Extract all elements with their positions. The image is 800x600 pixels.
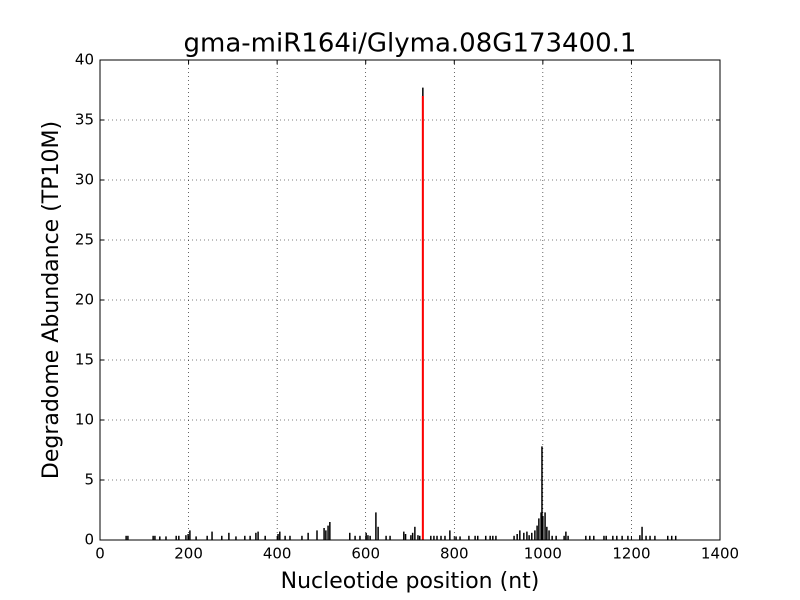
plot-frame: [99, 59, 721, 541]
x-tick-label: 200: [174, 545, 203, 563]
x-tick-label: 1000: [524, 545, 562, 563]
x-tick-label: 600: [351, 545, 380, 563]
y-tick-label: 40: [75, 51, 94, 69]
x-axis-label: Nucleotide position (nt): [281, 569, 540, 594]
x-tick-label: 1200: [612, 545, 650, 563]
x-tick-label: 1400: [701, 545, 739, 563]
y-tick-label: 15: [75, 351, 94, 369]
x-tick-label: 400: [263, 545, 292, 563]
y-tick-label: 35: [75, 111, 94, 129]
x-tick-label: 800: [440, 545, 469, 563]
y-tick-label: 10: [75, 411, 94, 429]
y-tick-label: 25: [75, 231, 94, 249]
y-axis-label: Degradome Abundance (TP10M): [39, 121, 64, 479]
x-tick-label: 0: [95, 545, 105, 563]
y-tick-label: 0: [84, 531, 94, 549]
y-tick-label: 30: [75, 171, 94, 189]
y-tick-label: 20: [75, 291, 94, 309]
y-tick-label: 5: [84, 471, 94, 489]
chart-title: gma-miR164i/Glyma.08G173400.1: [184, 29, 637, 59]
